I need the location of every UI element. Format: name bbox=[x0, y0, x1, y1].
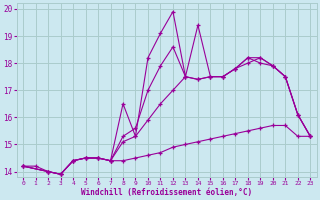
X-axis label: Windchill (Refroidissement éolien,°C): Windchill (Refroidissement éolien,°C) bbox=[81, 188, 252, 197]
